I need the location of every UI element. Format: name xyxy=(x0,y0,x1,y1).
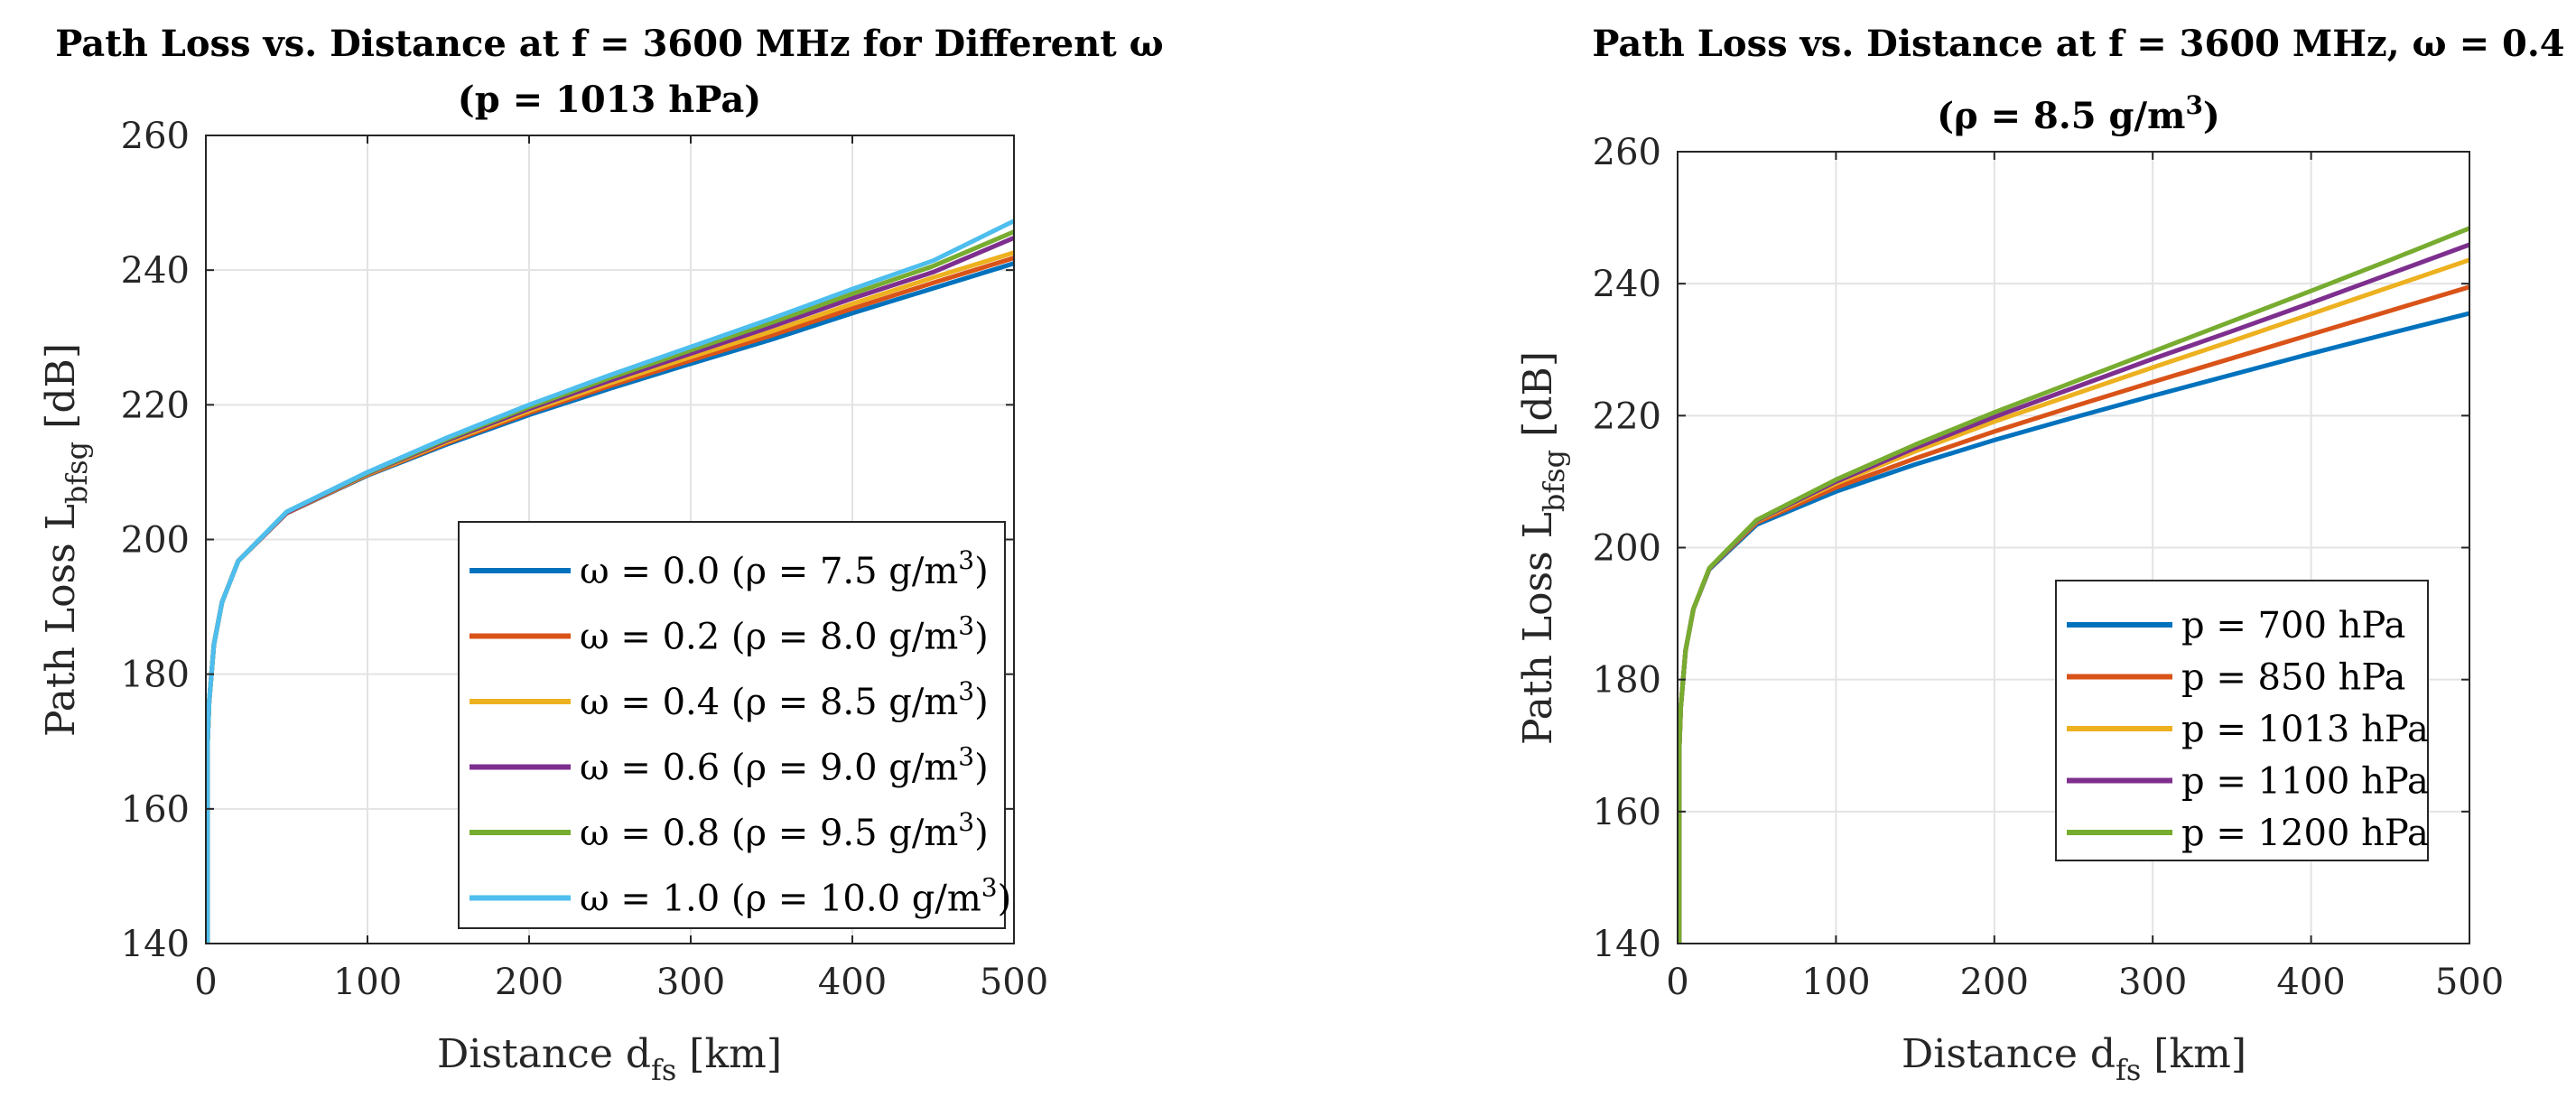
y-tick-label: 260 xyxy=(1593,132,1661,173)
legend: ω = 0.0 (ρ = 7.5 g/m3) ω = 0.2 (ρ = 8.0 g… xyxy=(458,521,1011,929)
axis-ticks: 0 100 200 300 400 500 140 160 180 200 220 240 260 xyxy=(121,116,1049,1003)
chart-omega: Path Loss vs. Distance at f = 3600 MHz f… xyxy=(38,23,1164,1087)
legend-label: ω = 0.8 (ρ = 9.5 g/m3) xyxy=(580,807,989,854)
legend-label: p = 1013 hPa xyxy=(2181,709,2429,750)
y-tick-label: 180 xyxy=(121,655,190,696)
y-tick-label: 240 xyxy=(121,250,190,292)
y-tick-label: 160 xyxy=(121,789,190,831)
legend-box xyxy=(458,521,1006,929)
x-tick-label: 400 xyxy=(818,962,887,1003)
x-tick-label: 200 xyxy=(495,962,563,1003)
x-tick-label: 500 xyxy=(980,962,1048,1003)
legend-label: p = 1100 hPa xyxy=(2181,761,2429,803)
chart-pressure: Path Loss vs. Distance at f = 3600 MHz, … xyxy=(1515,23,2565,1087)
chart-subtitle: (p = 1013 hPa) xyxy=(458,79,761,121)
x-axis-label: Distance dfs [km] xyxy=(437,1031,782,1087)
x-tick-label: 100 xyxy=(333,962,402,1003)
legend-label: ω = 1.0 (ρ = 10.0 g/m3) xyxy=(580,873,1011,920)
legend-label: ω = 0.2 (ρ = 8.0 g/m3) xyxy=(580,611,989,658)
chart-title: Path Loss vs. Distance at f = 3600 MHz f… xyxy=(55,23,1163,65)
legend: p = 700 hPa p = 850 hPa p = 1013 hPa p = 11… xyxy=(2055,580,2429,861)
y-tick-label: 260 xyxy=(121,116,190,157)
x-tick-label: 500 xyxy=(2435,962,2504,1003)
y-tick-label: 140 xyxy=(121,924,190,965)
chart-subtitle: (ρ = 8.5 g/m3) xyxy=(1937,90,2220,137)
x-tick-label: 400 xyxy=(2276,962,2345,1003)
legend-label: ω = 0.6 (ρ = 9.0 g/m3) xyxy=(580,742,989,789)
x-tick-label: 200 xyxy=(1960,962,2029,1003)
y-tick-label: 160 xyxy=(1593,792,1661,833)
chart-title: Path Loss vs. Distance at f = 3600 MHz, … xyxy=(1592,23,2564,65)
y-axis-label: Path Loss Lbfsg [dB] xyxy=(38,343,94,737)
y-tick-label: 140 xyxy=(1593,924,1661,965)
axis-ticks: 0 100 200 300 400 500 140 160 180 200 220 240 260 xyxy=(1593,132,2505,1003)
legend-label: p = 700 hPa xyxy=(2181,605,2405,646)
y-tick-label: 240 xyxy=(1593,264,1661,305)
legend-label: ω = 0.4 (ρ = 8.5 g/m3) xyxy=(580,676,989,723)
y-axis-label: Path Loss Lbfsg [dB] xyxy=(1515,351,1571,745)
x-tick-label: 300 xyxy=(2118,962,2187,1003)
y-tick-label: 180 xyxy=(1593,660,1661,702)
x-tick-label: 100 xyxy=(1801,962,1870,1003)
legend-label: p = 1200 hPa xyxy=(2181,813,2429,854)
x-tick-label: 0 xyxy=(1666,962,1688,1003)
x-tick-label: 0 xyxy=(194,962,217,1003)
legend-label: p = 850 hPa xyxy=(2181,657,2405,699)
y-tick-label: 220 xyxy=(121,385,190,426)
legend-label: ω = 0.0 (ρ = 7.5 g/m3) xyxy=(580,545,989,592)
x-axis-label: Distance dfs [km] xyxy=(1902,1031,2246,1087)
x-tick-label: 300 xyxy=(656,962,725,1003)
y-tick-label: 200 xyxy=(121,520,190,562)
y-tick-label: 200 xyxy=(1593,528,1661,570)
y-tick-label: 220 xyxy=(1593,395,1661,437)
